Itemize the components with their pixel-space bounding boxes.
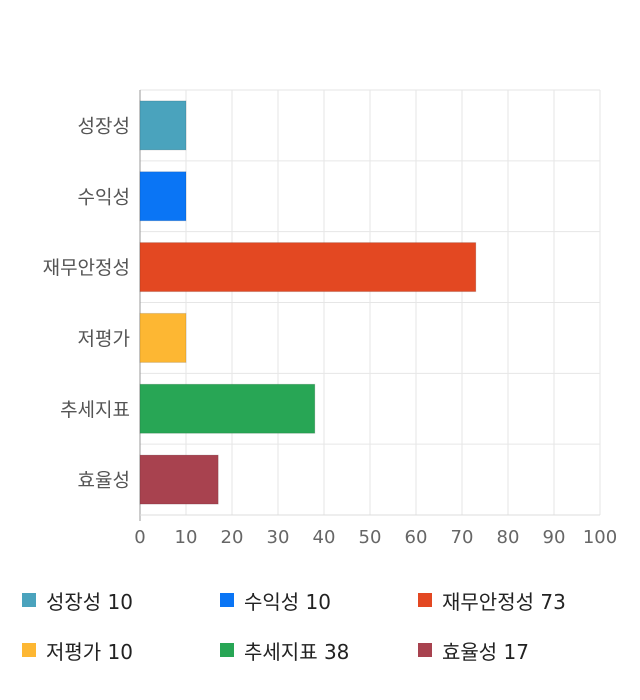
legend-item: 저평가 10 [22,635,133,665]
bar [139,312,187,363]
legend-swatch [418,593,432,607]
legend-label: 저평가 10 [46,639,134,664]
x-tick-label: 30 [267,527,290,548]
bar [139,383,316,434]
legend-item: 재무안정성 73 [418,585,566,615]
legend-item: 성장성 10 [22,585,133,615]
legend-item: 추세지표 38 [220,635,349,665]
x-tick-label: 20 [221,527,244,548]
y-tick-label: 추세지표 [60,399,130,421]
x-tick-label: 0 [134,527,145,548]
x-tick-label: 40 [313,527,336,548]
y-tick-label: 수익성 [78,186,130,208]
legend-label: 효율성 17 [442,639,530,664]
x-tick-label: 60 [405,527,428,548]
x-tick-label: 50 [359,527,382,548]
bar [139,100,187,151]
bar [139,242,477,293]
legend-item: 효율성 17 [418,635,529,665]
legend-swatch [418,643,432,657]
y-tick-label: 재무안정성 [43,257,130,279]
y-tick-label: 저평가 [78,328,130,350]
legend-label: 추세지표 38 [244,639,350,664]
legend-swatch [22,593,36,607]
legend-label: 재무안정성 73 [442,589,566,614]
legend-item: 수익성 10 [220,585,331,615]
y-tick-label: 성장성 [78,115,130,137]
legend-label: 성장성 10 [46,589,134,614]
x-tick-label: 100 [583,527,617,548]
bar [139,171,187,222]
legend-swatch [220,593,234,607]
x-tick-label: 90 [543,527,566,548]
x-tick-label: 10 [175,527,198,548]
bar [139,454,219,505]
legend-label: 수익성 10 [244,589,332,614]
x-tick-label: 80 [497,527,520,548]
x-tick-label: 70 [451,527,474,548]
y-tick-label: 효율성 [78,470,130,492]
legend-swatch [220,643,234,657]
legend-swatch [22,643,36,657]
